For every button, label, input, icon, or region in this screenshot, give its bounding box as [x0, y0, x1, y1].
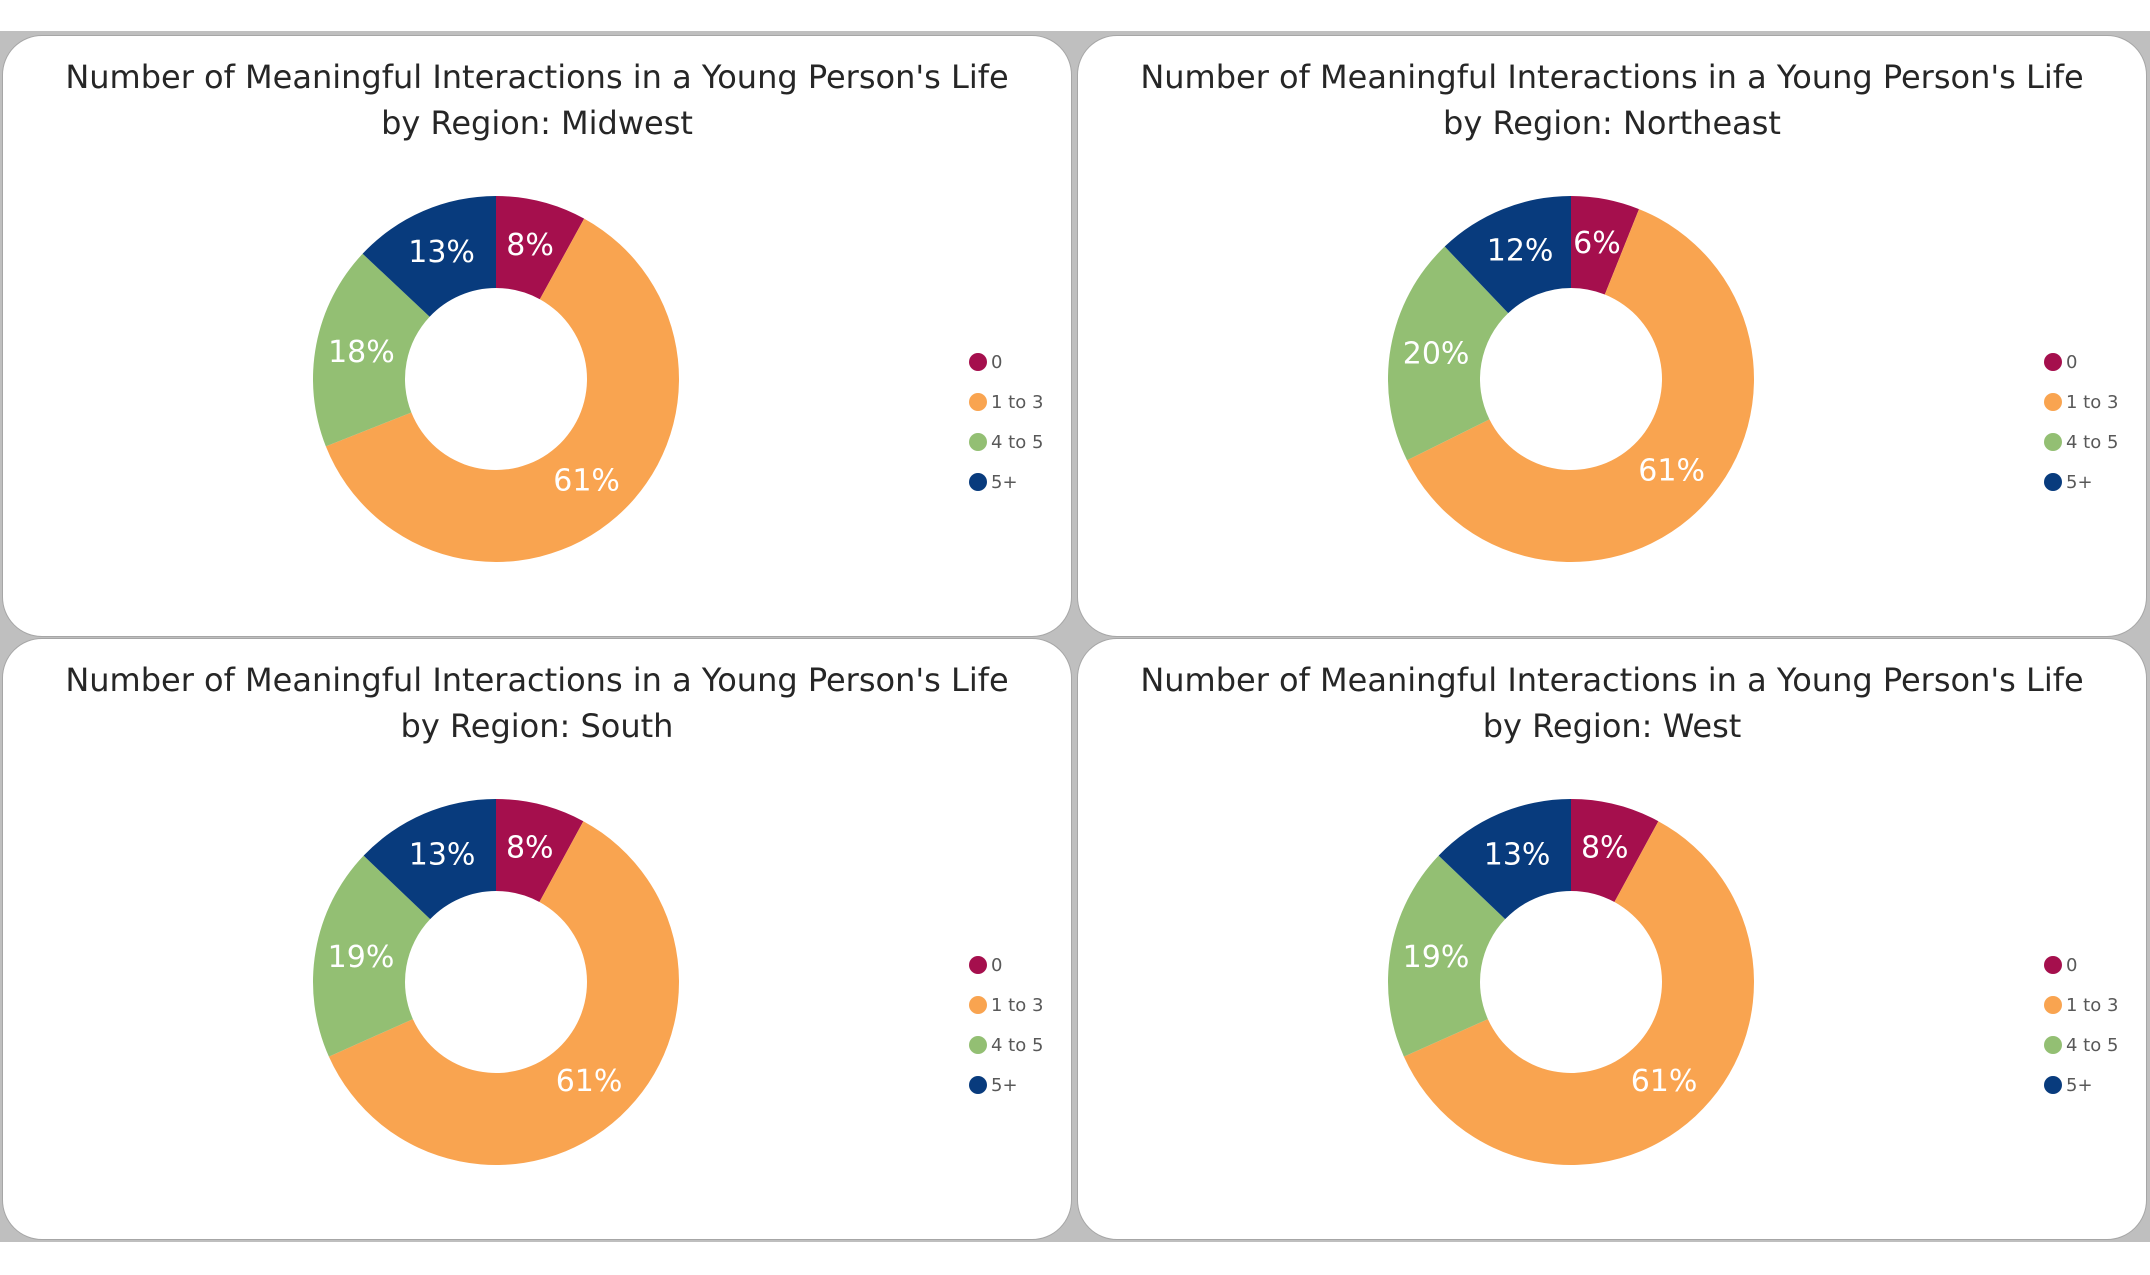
data-label-1-to-3: 61% [1638, 453, 1705, 488]
legend-item-4-to-5: 4 to 5 [2044, 422, 2118, 462]
donut-slice-0 [496, 196, 585, 300]
legend-label: 4 to 5 [2066, 431, 2119, 453]
legend-swatch [969, 1076, 987, 1094]
legend-item-0: 0 [2044, 945, 2118, 985]
legend-swatch [969, 353, 987, 371]
legend-label: 0 [991, 954, 1003, 976]
legend-swatch [2044, 393, 2062, 411]
legend-label: 4 to 5 [991, 1034, 1044, 1056]
donut-slice-1-to-3 [1403, 821, 1754, 1165]
legend-swatch [2044, 353, 2062, 371]
legend-item-4-to-5: 4 to 5 [2044, 1025, 2118, 1065]
legend-swatch [969, 996, 987, 1014]
chart-title: Number of Meaningful Interactions in a Y… [1140, 58, 2084, 142]
chart-title: Number of Meaningful Interactions in a Y… [1140, 661, 2084, 745]
legend-item-1-to-3: 1 to 3 [2044, 985, 2118, 1025]
legend-swatch [2044, 996, 2062, 1014]
legend-swatch [2044, 1076, 2062, 1094]
donut-slice-4-to-5 [312, 253, 430, 447]
donut-slice-4-to-5 [1388, 246, 1509, 461]
donut-slice-4-to-5 [313, 855, 431, 1057]
donut-slice-5 [1444, 196, 1571, 314]
legend-swatch [969, 393, 987, 411]
legend-item-5: 5+ [969, 1065, 1043, 1105]
legend-label: 0 [2066, 351, 2078, 373]
legend-item-0: 0 [969, 342, 1043, 382]
legend-item-0: 0 [969, 945, 1043, 985]
legend-swatch [2044, 956, 2062, 974]
chart-legend: 0 1 to 3 4 to 5 5+ [2044, 342, 2118, 502]
legend-item-5: 5+ [2044, 462, 2118, 502]
data-label-4-to-5: 19% [1403, 940, 1470, 975]
donut-chart-midwest: 8% 61% 18% 13% [312, 196, 679, 562]
donut-chart-northeast: 6% 61% 20% 12% [1388, 196, 1754, 562]
data-label-5: 13% [409, 838, 476, 873]
chart-panel-midwest: Number of Meaningful Interactions in a Y… [2, 35, 1072, 637]
chart-legend: 0 1 to 3 4 to 5 5+ [969, 342, 1043, 502]
legend-item-0: 0 [2044, 342, 2118, 382]
donut-chart-south: 8% 61% 19% 13% [313, 799, 680, 1165]
donut-slice-5 [362, 196, 496, 317]
donut-slice-1-to-3 [1407, 209, 1754, 562]
donut-slice-1-to-3 [328, 821, 680, 1165]
legend-swatch [969, 956, 987, 974]
donut-slice-0 [496, 799, 584, 903]
data-label-5: 13% [408, 235, 475, 270]
legend-swatch [2044, 473, 2062, 491]
legend-item-1-to-3: 1 to 3 [969, 382, 1043, 422]
data-label-4-to-5: 18% [328, 335, 395, 370]
donut-slice-5 [363, 799, 496, 920]
chart-legend: 0 1 to 3 4 to 5 5+ [969, 945, 1043, 1105]
chart-title: Number of Meaningful Interactions in a Y… [65, 661, 1009, 745]
data-label-0: 8% [1581, 831, 1629, 866]
legend-label: 1 to 3 [2066, 391, 2119, 413]
legend-label: 0 [2066, 954, 2078, 976]
legend-swatch [969, 1036, 987, 1054]
data-label-0: 8% [506, 831, 554, 866]
data-label-4-to-5: 19% [328, 940, 395, 975]
legend-label: 1 to 3 [2066, 994, 2119, 1016]
chart-panel-northeast: Number of Meaningful Interactions in a Y… [1077, 35, 2147, 637]
data-label-1-to-3: 61% [1631, 1064, 1698, 1099]
legend-item-4-to-5: 4 to 5 [969, 422, 1043, 462]
legend-swatch [2044, 433, 2062, 451]
legend-label: 5+ [2066, 471, 2093, 493]
legend-swatch [969, 473, 987, 491]
chart-legend: 0 1 to 3 4 to 5 5+ [2044, 945, 2118, 1105]
legend-label: 4 to 5 [2066, 1034, 2119, 1056]
legend-label: 5+ [991, 471, 1018, 493]
data-label-0: 8% [506, 228, 554, 263]
chart-panel-west: Number of Meaningful Interactions in a Y… [1077, 638, 2147, 1240]
data-label-1-to-3: 61% [556, 1064, 623, 1099]
legend-item-5: 5+ [969, 462, 1043, 502]
chart-panel-south: Number of Meaningful Interactions in a Y… [2, 638, 1072, 1240]
donut-chart-west: 8% 61% 19% 13% [1388, 799, 1754, 1165]
legend-item-1-to-3: 1 to 3 [969, 985, 1043, 1025]
legend-label: 1 to 3 [991, 391, 1044, 413]
donut-slice-1-to-3 [325, 218, 679, 562]
data-label-1-to-3: 61% [553, 463, 620, 498]
donut-slice-4-to-5 [1388, 855, 1506, 1057]
legend-item-4-to-5: 4 to 5 [969, 1025, 1043, 1065]
legend-label: 1 to 3 [991, 994, 1044, 1016]
legend-item-5: 5+ [2044, 1065, 2118, 1105]
data-label-0: 6% [1573, 226, 1621, 261]
data-label-5: 13% [1484, 838, 1551, 873]
donut-slice-5 [1438, 799, 1571, 920]
legend-label: 5+ [2066, 1074, 2093, 1096]
data-label-4-to-5: 20% [1403, 337, 1470, 372]
legend-label: 5+ [991, 1074, 1018, 1096]
donut-slice-0 [1571, 196, 1640, 295]
legend-label: 0 [991, 351, 1003, 373]
data-label-5: 12% [1487, 233, 1554, 268]
chart-title: Number of Meaningful Interactions in a Y… [65, 58, 1009, 142]
donut-slice-0 [1571, 799, 1659, 903]
legend-swatch [2044, 1036, 2062, 1054]
legend-label: 4 to 5 [991, 431, 1044, 453]
legend-item-1-to-3: 1 to 3 [2044, 382, 2118, 422]
legend-swatch [969, 433, 987, 451]
